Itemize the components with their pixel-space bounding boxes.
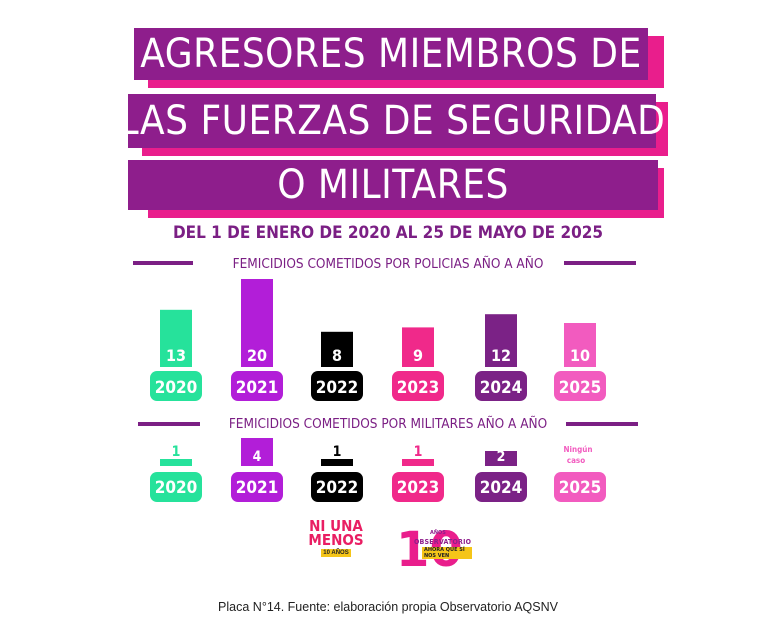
military-year-pill-2024 <box>475 472 527 502</box>
military-bar-2020 <box>160 459 192 466</box>
police-chart-title: FEMICIDIOS COMETIDOS POR POLICIAS AÑO A … <box>232 256 544 272</box>
police-value-2021: 20 <box>247 346 267 365</box>
section2-rule-left <box>138 422 200 426</box>
title-band-1: AGRESORES MIEMBROS DE <box>134 28 664 88</box>
military-value-2021: 4 <box>253 449 262 465</box>
police-year-label-2025: 2025 <box>559 378 602 398</box>
military-bar-2022 <box>321 459 353 466</box>
military-year-label-2021: 2021 <box>236 478 279 498</box>
ni-una-menos-line2: MENOS <box>308 531 364 549</box>
military-year-label-2025: 2025 <box>559 478 602 498</box>
title-line-1: AGRESORES MIEMBROS DE <box>134 28 648 80</box>
police-value-2022: 8 <box>332 346 342 365</box>
police-value-2023: 9 <box>413 346 423 365</box>
title-band-2: LAS FUERZAS DE SEGURIDAD <box>119 94 670 156</box>
observatorio-anios: AÑOS <box>430 530 446 536</box>
military-year-pill-2025 <box>554 472 606 502</box>
police-year-pill-2020 <box>150 371 202 401</box>
military-year-label-2020: 2020 <box>155 478 198 498</box>
police-bar-2023 <box>402 327 434 367</box>
observatorio-name: OBSERVATORIO <box>414 538 472 546</box>
military-year-label-2022: 2022 <box>316 478 359 498</box>
military-note-line2: caso <box>567 456 585 465</box>
police-year-pill-2024 <box>475 371 527 401</box>
police-value-2024: 12 <box>491 346 511 365</box>
military-value-2022: 1 <box>333 444 342 460</box>
police-value-2020: 13 <box>166 346 186 365</box>
police-bar-2021 <box>241 279 273 367</box>
military-year-pill-2022 <box>311 472 363 502</box>
police-year-pill-2021 <box>231 371 283 401</box>
police-year-label-2024: 2024 <box>480 378 523 398</box>
military-year-pill-2021 <box>231 472 283 502</box>
police-year-label-2023: 2023 <box>397 378 440 398</box>
observatorio-logo: 10 AÑOS OBSERVATORIO AHORA QUE SÍ NOS VE… <box>392 516 472 574</box>
police-year-pill-2022 <box>311 371 363 401</box>
police-year-label-2020: 2020 <box>155 378 198 398</box>
military-year-label-2024: 2024 <box>480 478 523 498</box>
ni-una-menos-logo: NI UNA MENOS 10 AÑOS <box>308 519 364 571</box>
military-year-pill-2023 <box>392 472 444 502</box>
military-value-2024: 2 <box>497 449 506 465</box>
observatorio-tag: AHORA QUE SÍ NOS VEN <box>422 547 472 559</box>
police-year-label-2021: 2021 <box>236 378 279 398</box>
section1-rule-right <box>564 261 636 265</box>
police-bar-2024 <box>485 314 517 367</box>
police-year-pill-2025 <box>554 371 606 401</box>
police-bar-2022 <box>321 331 353 367</box>
police-bar-2025 <box>564 323 596 367</box>
date-range-subtitle: DEL 1 DE ENERO DE 2020 AL 25 DE MAYO DE … <box>172 223 604 243</box>
military-value-2020: 1 <box>172 444 181 460</box>
title-line-3: O MILITARES <box>128 160 658 210</box>
police-year-label-2022: 2022 <box>316 378 359 398</box>
ni-una-menos-line1: NI UNA <box>309 517 363 535</box>
source-caption: Placa N°14. Fuente: elaboración propia O… <box>218 600 558 614</box>
military-chart-svg: 1 2020 4 2021 1 2022 1 2023 2 2024 Ningún caso 2025 <box>150 438 606 502</box>
military-year-label-2023: 2023 <box>397 478 440 498</box>
military-year-pill-2020 <box>150 472 202 502</box>
military-bar-2021 <box>241 438 273 466</box>
title-band-3: O MILITARES <box>128 160 666 218</box>
military-note-line1: Ningún <box>563 445 592 454</box>
police-year-pill-2023 <box>392 371 444 401</box>
police-bar-2020 <box>160 309 192 367</box>
military-value-2023: 1 <box>414 444 423 460</box>
section2-rule-right <box>566 422 638 426</box>
military-femicides-chart: 1 2020 4 2021 1 2022 1 2023 2 2024 Ningún caso 2025 <box>0 436 776 506</box>
title-line-2: LAS FUERZAS DE SEGURIDAD <box>119 94 665 148</box>
military-bar-2024 <box>485 451 517 466</box>
military-chart-title: FEMICIDIOS COMETIDOS POR MILITARES AÑO A… <box>228 416 548 432</box>
military-bar-2023 <box>402 459 434 466</box>
police-femicides-chart: 13 2020 20 2021 8 2022 9 2023 12 2024 10 2025 <box>0 276 776 406</box>
ni-una-menos-tag: 10 AÑOS <box>321 549 351 557</box>
section1-rule-left <box>133 261 193 265</box>
police-value-2025: 10 <box>570 346 590 365</box>
